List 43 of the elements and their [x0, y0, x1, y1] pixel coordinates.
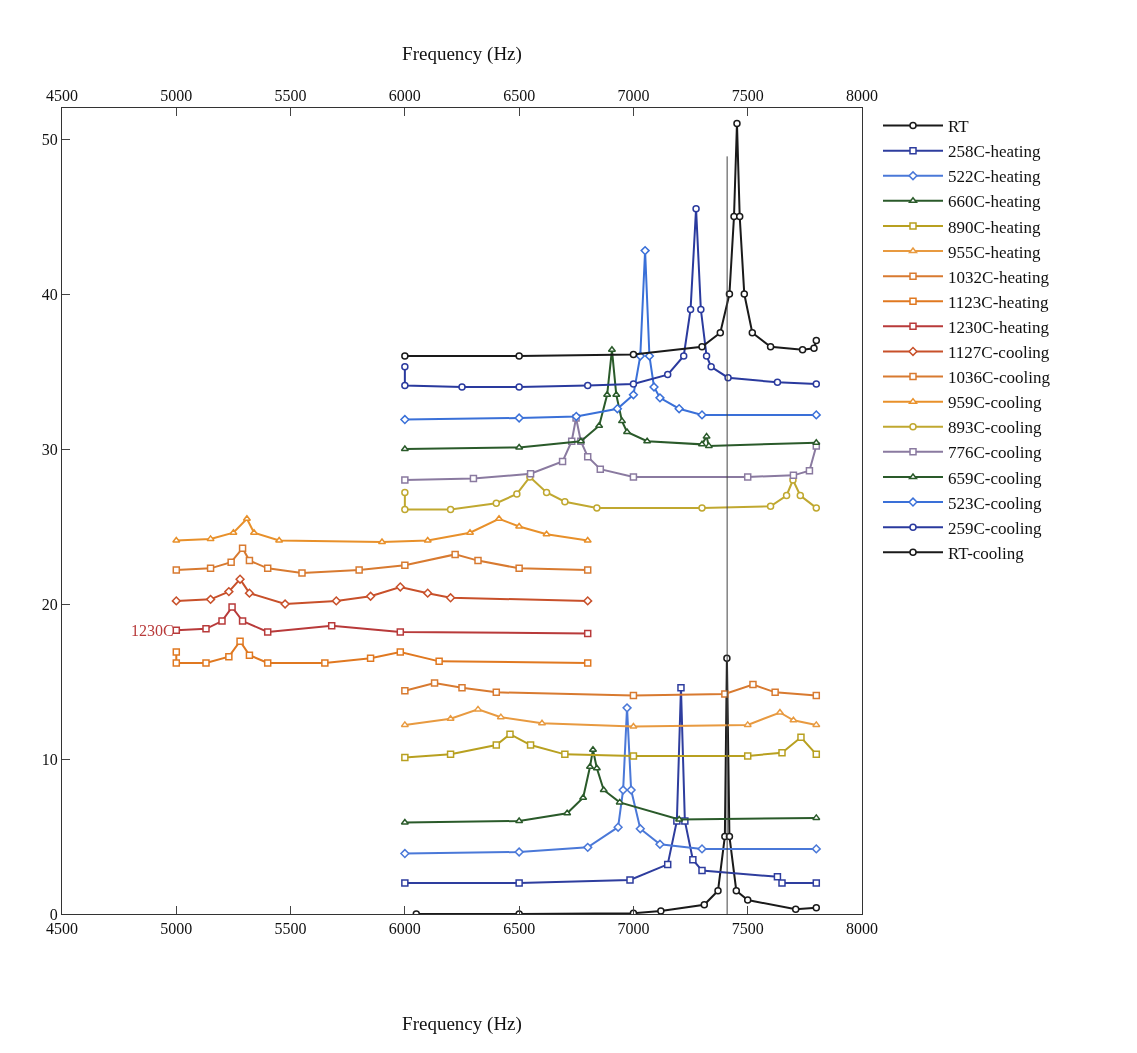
legend-label: 1123C-heating [948, 292, 1049, 312]
x-tick-label: 5500 [274, 86, 307, 104]
legend-label: 259C-cooling [948, 518, 1042, 538]
y-tick-label: 40 [41, 285, 58, 303]
legend-label: 1230C-heating [948, 317, 1050, 337]
legend-label: 660C-heating [948, 192, 1042, 212]
legend-label: 1127C-cooling [948, 343, 1050, 363]
x2-tick-label: 7000 [617, 920, 650, 938]
y-tick-label: 0 [49, 905, 58, 923]
x-tick-label: 5000 [160, 86, 193, 104]
legend-label: 659C-cooling [948, 468, 1042, 488]
legend-label: 959C-cooling [948, 393, 1042, 413]
x-tick-label: 8000 [846, 86, 878, 104]
x-tick-label: 4500 [46, 86, 78, 104]
y-tick-label: 30 [41, 440, 58, 458]
x2-tick-label: 6000 [388, 920, 421, 938]
x-tick-label: 6000 [388, 86, 421, 104]
legend-label: 1036C-cooling [948, 368, 1051, 388]
x-tick-label: 6500 [503, 86, 536, 104]
legend-label: 523C-cooling [948, 493, 1042, 513]
annotation: 1230C [131, 622, 174, 639]
legend-label: RT-cooling [948, 543, 1025, 563]
x-tick-label: 7000 [617, 86, 650, 104]
x2-tick-label: 4500 [46, 920, 78, 938]
legend-label: 776C-cooling [948, 443, 1042, 463]
x2-axis-title: Frequency (Hz) [402, 43, 522, 66]
x2-tick-label: 6500 [503, 920, 536, 938]
x-tick-label: 7500 [731, 86, 764, 104]
legend-label: 890C-heating [948, 217, 1042, 237]
legend-label: 955C-heating [948, 242, 1042, 262]
x2-tick-label: 5500 [274, 920, 307, 938]
x2-tick-label: 5000 [160, 920, 193, 938]
y-tick-label: 10 [41, 750, 58, 768]
legend-label: 258C-heating [948, 142, 1042, 162]
y-tick-label: 20 [41, 595, 58, 613]
y-tick-label: 50 [41, 130, 58, 148]
legend-label: 522C-heating [948, 167, 1042, 187]
x2-tick-label: 7500 [731, 920, 764, 938]
x-axis-title: Frequency (Hz) [402, 1013, 522, 1035]
legend-label: 893C-cooling [948, 418, 1042, 438]
legend-label: 1032C-heating [948, 267, 1050, 287]
legend-label: RT [948, 117, 970, 137]
x2-tick-label: 8000 [846, 920, 878, 938]
